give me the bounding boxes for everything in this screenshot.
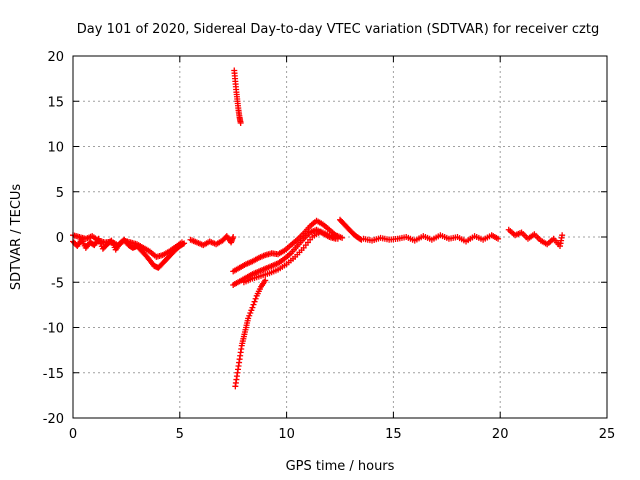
- x-tick-label: 10: [278, 427, 295, 442]
- series-spike-high: [231, 67, 244, 126]
- x-axis-label: GPS time / hours: [286, 459, 395, 474]
- x-tick-label: 20: [492, 427, 509, 442]
- y-tick-label: 10: [47, 141, 64, 156]
- series-pre-gap: [187, 233, 237, 249]
- y-tick-label: 15: [47, 95, 64, 110]
- data-point: [334, 235, 341, 242]
- y-tick-label: 20: [47, 50, 64, 65]
- series-late-segment-2: [505, 226, 566, 250]
- data-point: [237, 119, 244, 126]
- series-late-segment: [360, 232, 502, 245]
- data-point: [247, 310, 254, 317]
- x-tick-label: 5: [176, 427, 184, 442]
- series-upper-band: [70, 232, 185, 260]
- data-point: [559, 232, 566, 239]
- data-point: [250, 301, 257, 308]
- data-point: [339, 234, 346, 241]
- data-point: [252, 295, 259, 302]
- y-tick-label: -10: [43, 322, 64, 337]
- series-hump-tail: [337, 216, 365, 243]
- x-tick-label: 0: [69, 427, 77, 442]
- data-point: [245, 315, 252, 322]
- y-axis-ticks: -20 -15 -10 -5 0 5 10 15 20: [43, 50, 607, 427]
- y-tick-label: 0: [56, 231, 64, 246]
- data-point: [248, 307, 255, 314]
- chart-title: Day 101 of 2020, Sidereal Day-to-day VTE…: [77, 22, 599, 37]
- data-point: [246, 312, 253, 319]
- plot-frame: [72, 55, 608, 419]
- data-point: [249, 304, 256, 311]
- x-tick-label: 25: [599, 427, 616, 442]
- y-tick-label: -5: [51, 276, 64, 291]
- data-point: [251, 298, 258, 305]
- x-tick-label: 15: [385, 427, 402, 442]
- data-point: [495, 235, 502, 242]
- series-rising-band-3: [240, 228, 341, 286]
- data-point: [262, 277, 269, 284]
- y-tick-label: -15: [43, 367, 64, 382]
- x-axis-ticks: 0 5 10 15 20 25: [69, 56, 615, 442]
- y-axis-label: SDTVAR / TECUs: [9, 184, 24, 291]
- data-point: [230, 234, 237, 240]
- y-tick-label: 5: [56, 186, 64, 201]
- series-spike-low: [232, 277, 269, 390]
- data-point: [178, 239, 185, 246]
- series-rising-band-1: [230, 217, 346, 275]
- y-tick-label: -20: [43, 412, 64, 427]
- data-marks: [70, 67, 566, 390]
